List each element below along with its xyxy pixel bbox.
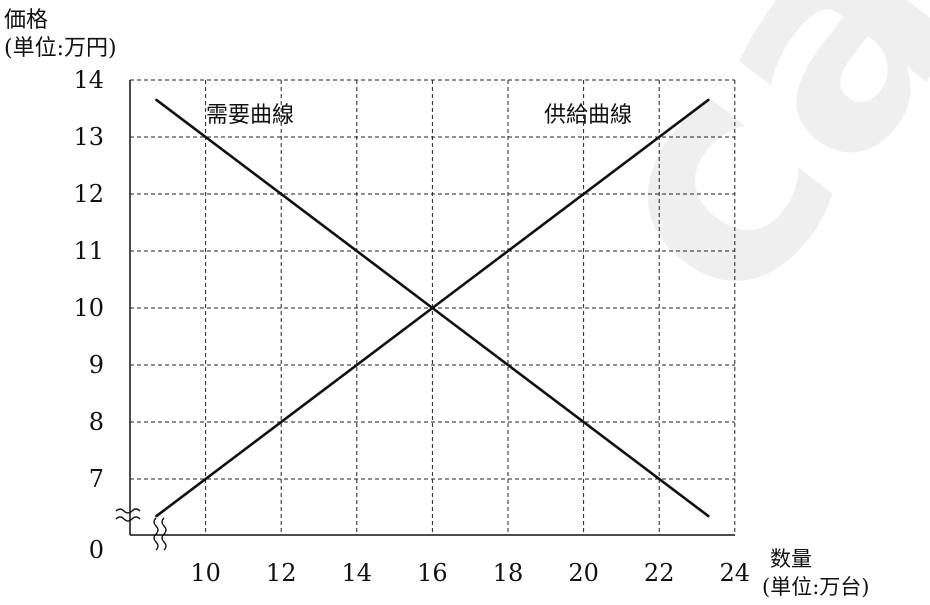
x-tick-label-20: 20 — [568, 559, 599, 587]
y-tick-label-14: 14 — [73, 66, 104, 94]
x-tick-label-22: 22 — [644, 559, 675, 587]
y-tick-label-8: 8 — [89, 408, 104, 436]
supply-curve-label: 供給曲線 — [544, 103, 632, 128]
x-axis-break-mark — [153, 517, 167, 551]
y-axis-label-line2: (単位:万円) — [4, 36, 117, 61]
y-tick-label-12: 12 — [73, 180, 104, 208]
x-tick-label-10: 10 — [190, 559, 221, 587]
x-axis-label-line1: 数量 — [770, 547, 812, 571]
y-tick-label-7: 7 — [89, 465, 104, 493]
demand-curve-label: 需要曲線 — [206, 103, 294, 128]
tick-labels: 10 12 14 16 18 20 22 24 7 8 9 10 11 12 13 14 — [73, 66, 750, 587]
x-tick-label-14: 14 — [342, 559, 373, 587]
x-axis-label-line2: (単位:万台) — [762, 575, 869, 599]
y-tick-label-13: 13 — [73, 123, 104, 151]
y-tick-label-10: 10 — [73, 294, 104, 322]
y-axis-label-line1: 価格 — [4, 8, 48, 33]
y-zero-label: 0 — [89, 536, 104, 564]
x-tick-label-12: 12 — [266, 559, 297, 587]
x-tick-label-18: 18 — [493, 559, 524, 587]
supply-curve-line — [155, 98, 710, 518]
y-axis-break-mark — [115, 508, 141, 522]
y-tick-label-11: 11 — [73, 237, 104, 265]
x-tick-label-24: 24 — [720, 559, 751, 587]
y-tick-label-9: 9 — [89, 351, 104, 379]
series-lines — [155, 98, 710, 518]
axes — [129, 80, 735, 536]
x-tick-label-16: 16 — [417, 559, 448, 587]
